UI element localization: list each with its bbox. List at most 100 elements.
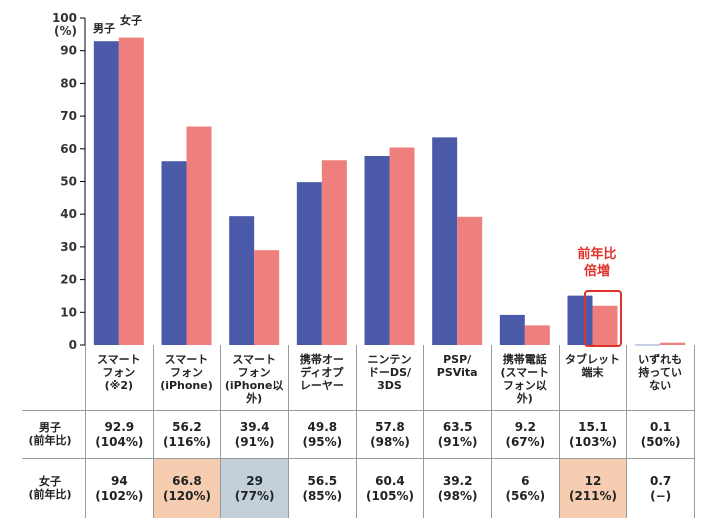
category-label: タブレット 端末 <box>564 353 620 379</box>
table-cell: 92.9 (104%) <box>86 411 153 458</box>
y-tick-label: 100 <box>52 11 77 25</box>
table-divider-horizontal <box>22 410 694 411</box>
table-divider-vertical <box>355 345 357 518</box>
cell-ratio: (116%) <box>162 434 211 449</box>
table-divider-vertical <box>694 345 695 518</box>
y-tick-label: 40 <box>60 207 77 221</box>
category-label: 携帯電話 (スマート フォン以 外) <box>500 353 550 405</box>
annotation-highlight-box <box>584 290 622 347</box>
table-divider-vertical <box>423 345 425 518</box>
table-cell: 49.8 (95%) <box>289 411 356 458</box>
y-tick-label: 30 <box>60 240 77 254</box>
cell-ratio: (50%) <box>640 434 681 449</box>
table-row-label: 男子 (前年比) <box>28 421 72 447</box>
cell-ratio: (104%) <box>95 434 144 449</box>
category-label: いずれも 持ってい ない <box>638 353 683 392</box>
cell-ratio: (98%) <box>370 434 410 449</box>
table-divider-vertical <box>152 345 154 518</box>
cell-value: 39.2 <box>442 473 473 488</box>
table-cell: 12 (211%) <box>559 459 627 518</box>
cell-ratio: (77%) <box>234 488 275 503</box>
y-tick-label: 60 <box>60 142 77 156</box>
cell-ratio: (56%) <box>505 488 546 503</box>
bar-female-2 <box>254 250 280 345</box>
y-axis: 0 10 20 30 40 50 60 70 80 90 100(%) <box>52 11 86 352</box>
cell-ratio: (67%) <box>505 434 546 449</box>
cell-value: 29 <box>246 473 263 488</box>
table-divider-vertical <box>491 345 492 518</box>
bar-male-1 <box>161 161 187 345</box>
table-cell: 0.1 (50%) <box>627 411 694 458</box>
cell-ratio: (102%) <box>95 488 144 503</box>
y-tick-label: 80 <box>60 76 77 90</box>
cell-value: 94 <box>110 473 128 488</box>
table-cell: 56.5 (85%) <box>289 459 356 518</box>
category-label: PSP/ PSVita <box>436 353 478 379</box>
legend-female: 女子 <box>120 14 142 27</box>
table-divider-vertical <box>220 345 222 518</box>
table-cell: 94 (102%) <box>86 459 153 518</box>
cell-value: 39.4 <box>239 419 270 434</box>
cell-ratio: (91%) <box>234 434 275 449</box>
table-cell: 9.2 (67%) <box>492 411 559 458</box>
bar-male-2 <box>229 216 255 345</box>
y-tick-label: 90 <box>60 44 77 58</box>
bar-male-7 <box>567 295 593 345</box>
table-cell: 39.4 (91%) <box>221 411 288 458</box>
table-cell: 66.8 (120%) <box>153 459 221 518</box>
bar-female-4 <box>389 147 415 345</box>
bar-female-3 <box>321 160 347 345</box>
cell-value: 0.7 <box>650 473 672 488</box>
annotation-text: 前年比 倍増 <box>577 247 617 279</box>
table-row-label: 女子 (前年比) <box>28 475 72 501</box>
bar-male-0 <box>93 41 119 345</box>
cell-value: 56.5 <box>307 473 338 488</box>
y-tick-label: 50 <box>60 175 77 189</box>
category-label: 携帯オー ディオプ レーヤー <box>299 353 344 392</box>
cell-ratio: (−) <box>650 488 672 503</box>
bar-female-7 <box>592 305 618 345</box>
cell-ratio: (98%) <box>437 488 478 503</box>
table-divider-vertical <box>558 345 560 518</box>
table-cell: 6 (56%) <box>492 459 559 518</box>
cell-ratio: (95%) <box>302 434 343 449</box>
cell-ratio: (85%) <box>302 488 343 503</box>
bar-female-1 <box>186 126 212 346</box>
category-label: スマート フォン (iPhone) <box>160 353 213 392</box>
cell-value: 92.9 <box>104 419 135 434</box>
cell-value: 60.4 <box>375 473 405 488</box>
bar-male-5 <box>432 137 458 345</box>
cell-value: 12 <box>584 473 602 488</box>
category-label: スマート フォン (iPhone以 外) <box>224 353 284 405</box>
y-tick-label: 20 <box>60 273 77 287</box>
cell-value: 6 <box>521 473 530 488</box>
cell-value: 66.8 <box>172 473 202 488</box>
cell-ratio: (103%) <box>568 434 617 449</box>
cell-value: 57.8 <box>375 419 405 434</box>
table-divider-vertical <box>288 345 289 518</box>
y-tick-label: 0 <box>69 338 77 352</box>
cell-ratio: (120%) <box>162 488 211 503</box>
y-tick-label: 10 <box>60 305 77 319</box>
legend-male: 男子 <box>93 22 115 35</box>
bar-male-8 <box>635 344 661 346</box>
table-divider-vertical <box>626 345 628 518</box>
bar-male-3 <box>296 182 322 345</box>
table-cell: 57.8 (98%) <box>357 411 424 458</box>
bar-female-6 <box>524 325 550 345</box>
table-cell: 60.4 (105%) <box>357 459 424 518</box>
cell-value: 56.2 <box>172 419 202 434</box>
table-cell: 29 (77%) <box>221 459 288 518</box>
bar-series <box>93 37 686 346</box>
table-divider-vertical <box>85 345 86 518</box>
y-unit-label: (%) <box>54 24 77 38</box>
cell-value: 15.1 <box>578 419 608 434</box>
cell-ratio: (105%) <box>365 488 414 503</box>
bar-female-0 <box>118 37 144 346</box>
cell-ratio: (91%) <box>437 434 478 449</box>
cell-value: 63.5 <box>442 419 473 434</box>
cell-ratio: (211%) <box>568 488 617 503</box>
cell-value: 0.1 <box>650 419 672 434</box>
category-label: スマート フォン (※2) <box>96 353 141 392</box>
